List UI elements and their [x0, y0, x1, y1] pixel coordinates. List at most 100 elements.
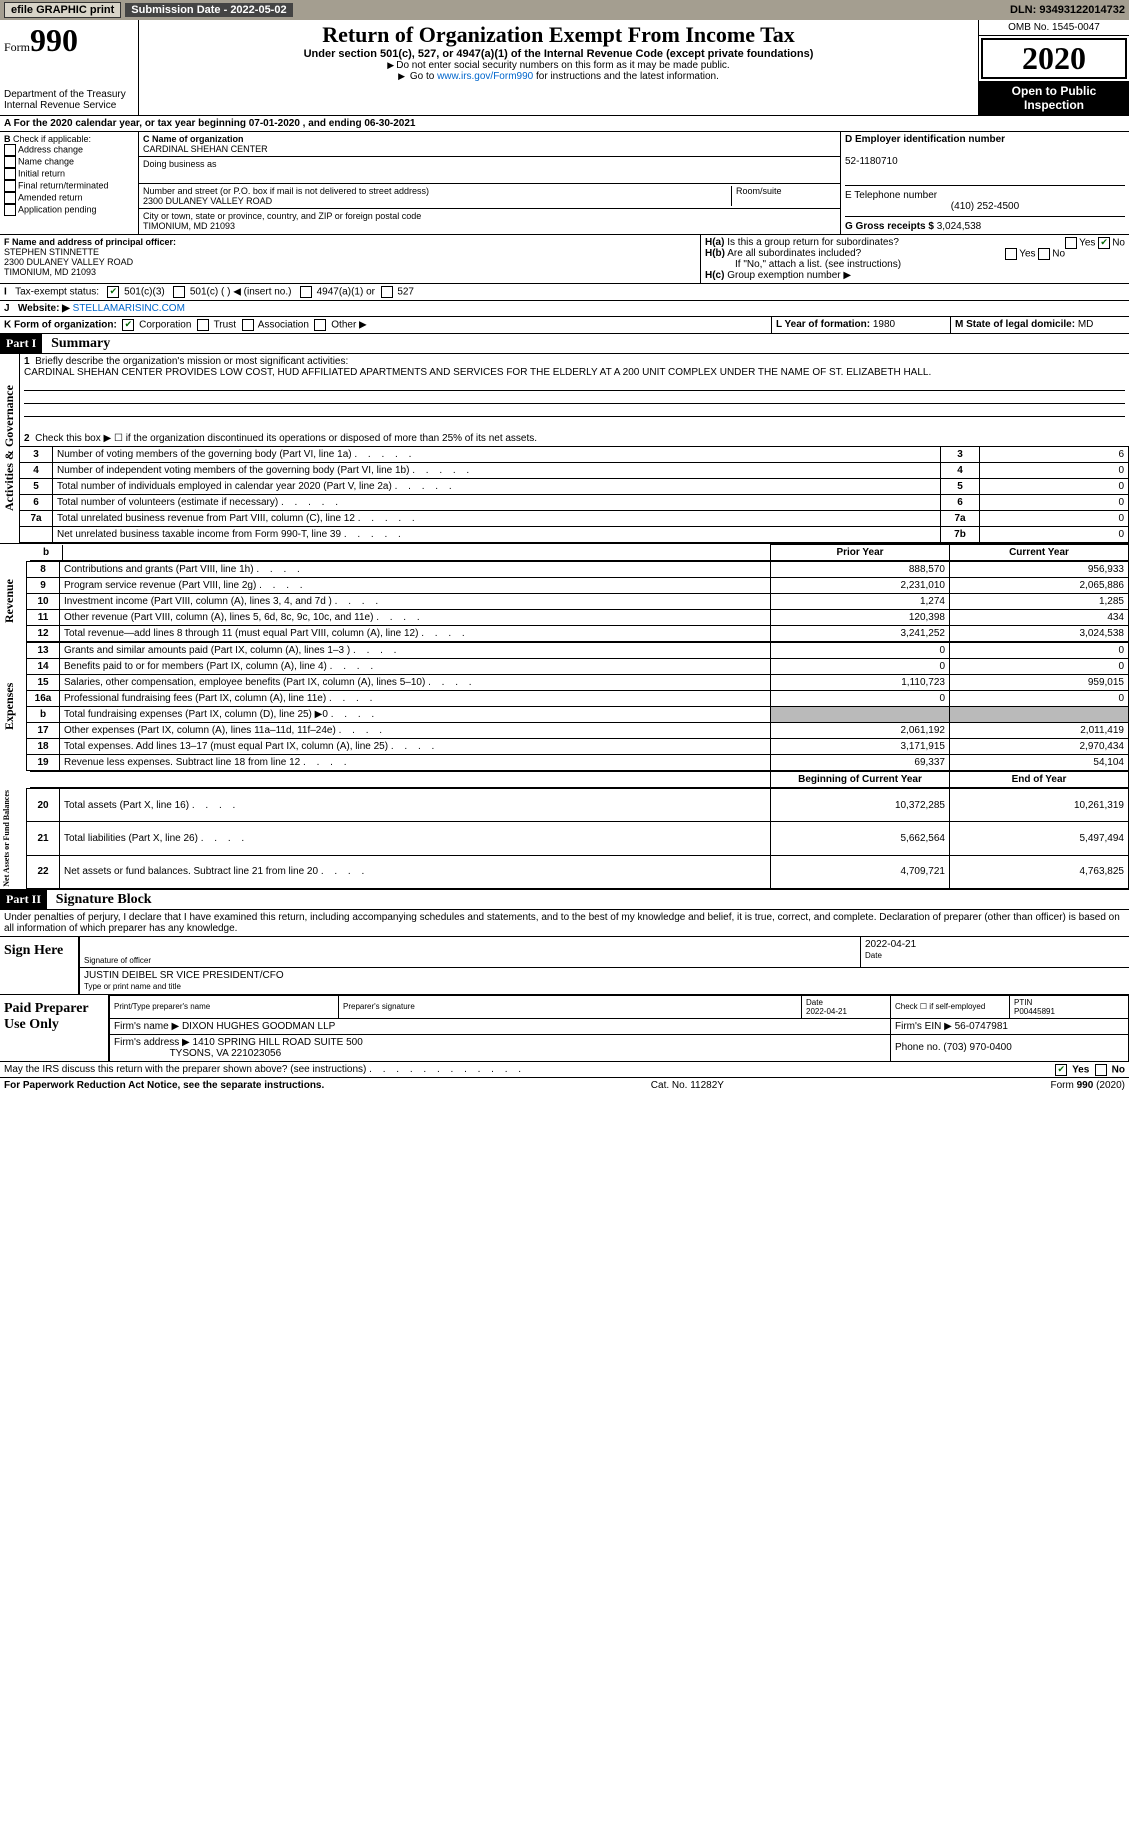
firm-ein: 56-0747981 — [955, 1021, 1008, 1032]
hb-yes[interactable] — [1005, 248, 1017, 260]
paid-preparer: Paid Preparer Use Only — [0, 995, 108, 1061]
addr-label: Number and street (or P.O. box if mail i… — [143, 186, 429, 196]
org-name: CARDINAL SHEHAN CENTER — [143, 144, 268, 154]
form-number: 990 — [30, 22, 78, 58]
financial-section: b Prior Year Current Year Revenue 8Contr… — [0, 544, 1129, 890]
street: 2300 DULANEY VALLEY ROAD — [143, 196, 272, 206]
discuss-yes[interactable] — [1055, 1064, 1067, 1076]
hdr-end: End of Year — [950, 772, 1129, 788]
chk-name[interactable] — [4, 156, 16, 168]
cat-no: Cat. No. 11282Y — [651, 1080, 724, 1091]
efile-button[interactable]: efile GRAPHIC print — [4, 2, 121, 18]
vlabel-governance: Activities & Governance — [0, 354, 19, 543]
part2-header: Part II Signature Block — [0, 890, 1129, 910]
form-note2: Go to www.irs.gov/Form990 for instructio… — [143, 71, 974, 82]
hb-note: If "No," attach a list. (see instruction… — [705, 259, 901, 270]
chk-other[interactable] — [314, 319, 326, 331]
form-title: Return of Organization Exempt From Incom… — [143, 22, 974, 48]
net-table: 20Total assets (Part X, line 16) . . . .… — [26, 788, 1129, 889]
phone-label: E Telephone number — [845, 190, 937, 201]
officer-name: STEPHEN STINNETTE — [4, 247, 99, 257]
open-to-public: Open to Public Inspection — [979, 81, 1129, 115]
chk-pending[interactable] — [4, 204, 16, 216]
sig-date: 2022-04-21 — [865, 939, 916, 950]
line-klm: K Form of organization: Corporation Trus… — [0, 317, 1129, 334]
vlabel-expenses: Expenses — [0, 642, 26, 771]
chk-amended[interactable] — [4, 192, 16, 204]
declaration: Under penalties of perjury, I declare th… — [0, 910, 1129, 937]
line-a: A For the 2020 calendar year, or tax yea… — [0, 116, 1129, 132]
hdr-curr: Current Year — [950, 545, 1129, 561]
chk-assoc[interactable] — [242, 319, 254, 331]
ha-no[interactable] — [1098, 237, 1110, 249]
city: TIMONIUM, MD 21093 — [143, 221, 235, 231]
officer-street: 2300 DULANEY VALLEY ROAD — [4, 257, 133, 267]
footer: For Paperwork Reduction Act Notice, see … — [0, 1078, 1129, 1093]
q1-label: Briefly describe the organization's miss… — [35, 356, 348, 367]
omb-number: OMB No. 1545-0047 — [979, 20, 1129, 36]
discuss-row: May the IRS discuss this return with the… — [0, 1062, 1129, 1078]
dln: DLN: 93493122014732 — [1010, 4, 1125, 16]
chk-4947[interactable] — [300, 286, 312, 298]
pt-name-label: Print/Type preparer's name — [110, 995, 339, 1018]
pt-date: 2022-04-21 — [806, 1007, 847, 1016]
firm-phone: (703) 970-0400 — [943, 1042, 1011, 1053]
f-label: F Name and address of principal officer: — [4, 237, 176, 247]
sig-officer-label: Signature of officer — [80, 937, 860, 967]
ptin: P00445891 — [1014, 1007, 1055, 1016]
ha-yes[interactable] — [1065, 237, 1077, 249]
officer-printed: JUSTIN DEIBEL SR VICE PRESIDENT/CFO — [84, 970, 284, 981]
dept-treasury: Department of the Treasury — [4, 89, 134, 100]
firm-name: DIXON HUGHES GOODMAN LLP — [182, 1021, 335, 1032]
room-label: Room/suite — [731, 186, 836, 206]
form-subtitle: Under section 501(c), 527, or 4947(a)(1)… — [143, 48, 974, 60]
governance-section: Activities & Governance 1 Briefly descri… — [0, 354, 1129, 544]
section-fh: F Name and address of principal officer:… — [0, 235, 1129, 284]
pra-notice: For Paperwork Reduction Act Notice, see … — [4, 1080, 324, 1091]
l-label: L Year of formation: — [776, 319, 870, 330]
city-label: City or town, state or province, country… — [143, 211, 421, 221]
tax-year: 2020 — [981, 38, 1127, 79]
irs-link[interactable]: www.irs.gov/Form990 — [437, 71, 533, 82]
irs: Internal Revenue Service — [4, 100, 134, 111]
ein-label: D Employer identification number — [845, 134, 1005, 145]
chk-trust[interactable] — [197, 319, 209, 331]
chk-address[interactable] — [4, 144, 16, 156]
website-link[interactable]: STELLAMARISINC.COM — [73, 303, 185, 314]
hc-label: Group exemption number ▶ — [727, 270, 851, 281]
q2-text: Check this box ▶ ☐ if the organization d… — [35, 433, 537, 444]
k-label: K Form of organization: — [4, 320, 117, 331]
m-label: M State of legal domicile: — [955, 319, 1075, 330]
phone: (410) 252-4500 — [845, 201, 1125, 212]
hb-no[interactable] — [1038, 248, 1050, 260]
officer-city: TIMONIUM, MD 21093 — [4, 267, 96, 277]
line-j: J Website: ▶ STELLAMARISINC.COM — [0, 301, 1129, 317]
section-bcde: B Check if applicable: Address change Na… — [0, 132, 1129, 235]
sign-here-row: Sign Here Signature of officer 2022-04-2… — [0, 937, 1129, 995]
firm-addr: 1410 SPRING HILL ROAD SUITE 500 — [193, 1037, 363, 1048]
ein: 52-1180710 — [845, 156, 898, 167]
chk-501c[interactable] — [173, 286, 185, 298]
chk-corp[interactable] — [122, 319, 134, 331]
chk-527[interactable] — [381, 286, 393, 298]
hdr-prior: Prior Year — [771, 545, 950, 561]
form-note1: Do not enter social security numbers on … — [143, 60, 974, 71]
line-i: I Tax-exempt status: 501(c)(3) 501(c) ( … — [0, 284, 1129, 301]
c-name-label: C Name of organization — [143, 134, 244, 144]
vlabel-net: Net Assets or Fund Balances — [0, 788, 26, 889]
vlabel-revenue: Revenue — [0, 561, 26, 642]
pt-check: Check ☐ if self-employed — [891, 995, 1010, 1018]
hdr-beg: Beginning of Current Year — [771, 772, 950, 788]
revenue-table: 8Contributions and grants (Part VIII, li… — [26, 561, 1129, 642]
chk-501c3[interactable] — [107, 286, 119, 298]
sign-here: Sign Here — [0, 937, 78, 994]
chk-initial[interactable] — [4, 168, 16, 180]
discuss-no[interactable] — [1095, 1064, 1107, 1076]
submission-date: Submission Date - 2022-05-02 — [125, 3, 292, 17]
firm-city: TYSONS, VA 221023056 — [170, 1048, 282, 1059]
mission-text: CARDINAL SHEHAN CENTER PROVIDES LOW COST… — [24, 367, 931, 378]
chk-final[interactable] — [4, 180, 16, 192]
part1-header: Part I Summary — [0, 334, 1129, 354]
paid-preparer-row: Paid Preparer Use Only Print/Type prepar… — [0, 995, 1129, 1062]
form-header: Form990 Department of the Treasury Inter… — [0, 20, 1129, 116]
